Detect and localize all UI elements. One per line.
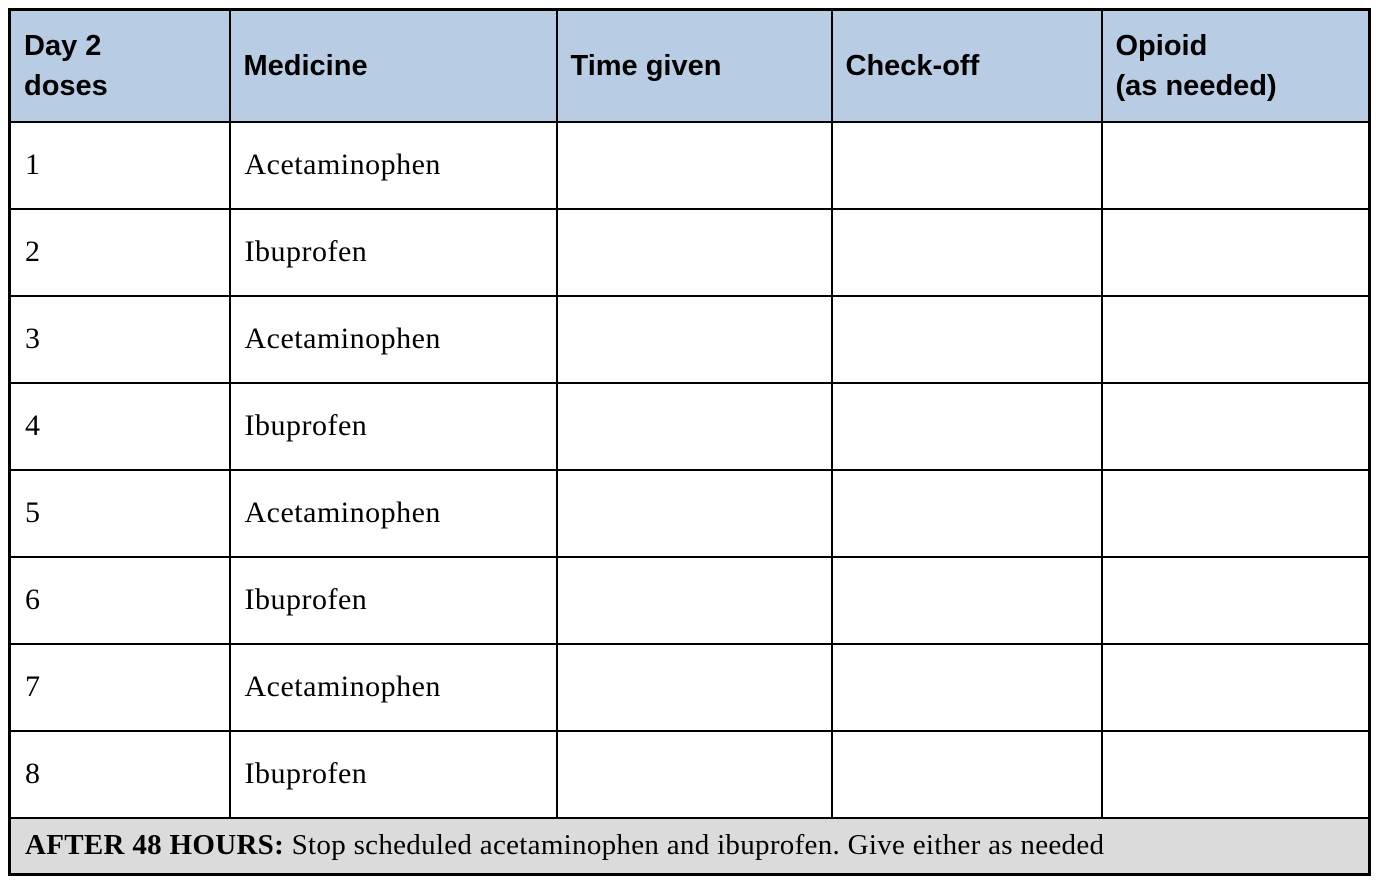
- opioid-cell: [1100, 120, 1371, 210]
- check-off-cell: [830, 642, 1103, 732]
- table-row: 1 Acetaminophen: [8, 120, 1371, 210]
- check-off-cell: [830, 729, 1103, 819]
- after-48-hours-note: AFTER 48 HOURS: Stop scheduled acetamino…: [8, 816, 1371, 876]
- time-given-cell: [555, 468, 833, 558]
- opioid-cell: [1100, 294, 1371, 384]
- after-48-hours-text: Stop scheduled acetaminophen and ibuprof…: [284, 829, 1105, 862]
- check-off-cell: [830, 207, 1103, 297]
- table-row: 6 Ibuprofen: [8, 555, 1371, 645]
- time-given-cell: [555, 642, 833, 732]
- check-off-cell: [830, 555, 1103, 645]
- medicine-cell: Ibuprofen: [228, 729, 558, 819]
- medicine-cell: Ibuprofen: [228, 381, 558, 471]
- table-row: 4 Ibuprofen: [8, 381, 1371, 471]
- header-row: Day 2 doses Medicine Time given Check-of…: [8, 8, 1371, 123]
- opioid-cell: [1100, 729, 1371, 819]
- opioid-cell: [1100, 468, 1371, 558]
- col-header-day2-doses: Day 2 doses: [8, 8, 231, 123]
- time-given-cell: [555, 555, 833, 645]
- medicine-cell: Acetaminophen: [228, 120, 558, 210]
- dose-number-cell: 6: [8, 555, 231, 645]
- medicine-cell: Acetaminophen: [228, 294, 558, 384]
- after-48-hours-label: AFTER 48 HOURS:: [25, 829, 285, 862]
- col-header-time-given: Time given: [555, 8, 833, 123]
- table-row: 7 Acetaminophen: [8, 642, 1371, 732]
- col-header-check-off: Check-off: [830, 8, 1103, 123]
- dose-number-cell: 8: [8, 729, 231, 819]
- medicine-cell: Acetaminophen: [228, 642, 558, 732]
- time-given-cell: [555, 729, 833, 819]
- time-given-cell: [555, 294, 833, 384]
- dose-number-cell: 7: [8, 642, 231, 732]
- opioid-cell: [1100, 207, 1371, 297]
- time-given-cell: [555, 381, 833, 471]
- dose-number-cell: 2: [8, 207, 231, 297]
- table-row: 3 Acetaminophen: [8, 294, 1371, 384]
- medicine-cell: Acetaminophen: [228, 468, 558, 558]
- check-off-cell: [830, 381, 1103, 471]
- table-row: 8 Ibuprofen: [8, 729, 1371, 819]
- dose-number-cell: 4: [8, 381, 231, 471]
- medicine-cell: Ibuprofen: [228, 207, 558, 297]
- col-header-medicine: Medicine: [228, 8, 558, 123]
- check-off-cell: [830, 294, 1103, 384]
- medication-schedule-table: Day 2 doses Medicine Time given Check-of…: [8, 8, 1371, 876]
- table-row: 2 Ibuprofen: [8, 207, 1371, 297]
- medicine-cell: Ibuprofen: [228, 555, 558, 645]
- table-row: 5 Acetaminophen: [8, 468, 1371, 558]
- check-off-cell: [830, 120, 1103, 210]
- footer-row: AFTER 48 HOURS: Stop scheduled acetamino…: [8, 816, 1371, 876]
- opioid-cell: [1100, 642, 1371, 732]
- dose-number-cell: 1: [8, 120, 231, 210]
- dose-number-cell: 3: [8, 294, 231, 384]
- col-header-opioid: Opioid (as needed): [1100, 8, 1371, 123]
- time-given-cell: [555, 120, 833, 210]
- opioid-cell: [1100, 555, 1371, 645]
- check-off-cell: [830, 468, 1103, 558]
- dose-number-cell: 5: [8, 468, 231, 558]
- opioid-cell: [1100, 381, 1371, 471]
- time-given-cell: [555, 207, 833, 297]
